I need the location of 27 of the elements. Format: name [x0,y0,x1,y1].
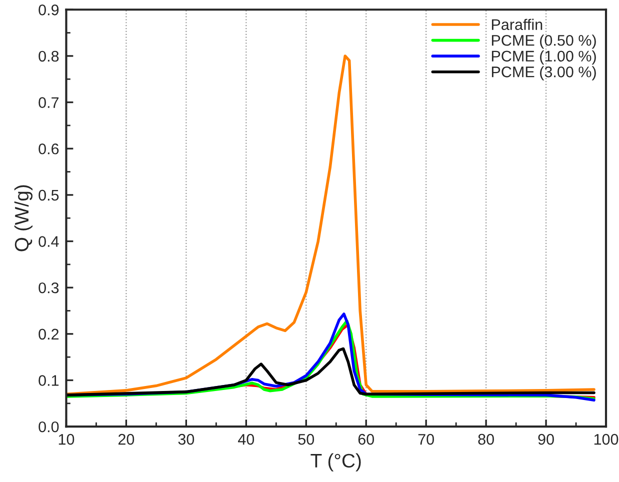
x-tick-label: 60 [358,434,374,445]
y-tick-label: 0.6 [38,143,59,154]
y-tick-label: 0.9 [38,4,59,16]
y-axis-title: Q (W/g) [14,185,32,252]
y-tick-label: 0.3 [38,282,59,294]
x-tick-label: 100 [594,434,618,445]
y-tick-label: 0.4 [38,236,59,247]
x-tick-label: 70 [418,434,434,445]
x-axis-title: T (°C) [310,453,361,472]
x-tick-label: 90 [538,434,554,445]
y-tick-label: 0.8 [38,50,59,62]
y-tick-label: 0.2 [38,328,59,340]
x-tick-label: 40 [238,434,254,445]
line-series [66,347,596,396]
y-tick-label: 0.5 [38,190,59,201]
legend-label: PCME (0.50 %) [492,34,596,49]
y-tick-label: 0.1 [38,375,59,386]
legend-label: PCME (3.00 %) [492,66,596,80]
x-tick-label: 80 [478,434,494,445]
x-tick-label: 30 [178,434,194,445]
legend-label: Paraffin [492,18,542,30]
x-tick-label: 10 [58,434,74,445]
legend-label: PCME (1.00 %) [492,50,596,65]
y-tick-label: 0.7 [38,97,59,108]
x-tick-label: 50 [298,434,314,445]
x-tick-label: 20 [118,434,134,445]
y-tick-label: 0.0 [38,421,59,432]
